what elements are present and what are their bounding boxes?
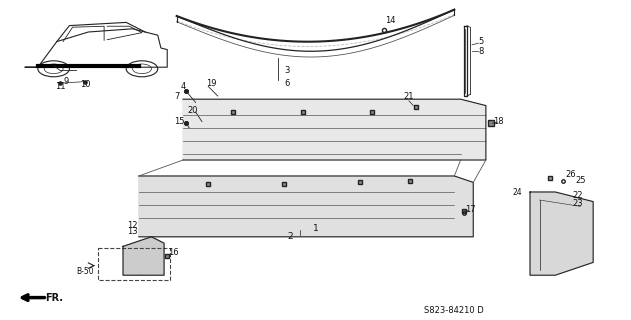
Text: 22: 22: [572, 191, 582, 200]
Text: 18: 18: [493, 117, 504, 126]
Polygon shape: [123, 237, 164, 275]
Text: FR.: FR.: [45, 292, 62, 303]
Text: 24: 24: [512, 188, 522, 196]
Text: 3: 3: [285, 66, 290, 75]
Text: 17: 17: [465, 205, 475, 214]
Polygon shape: [530, 192, 593, 275]
Text: 10: 10: [80, 80, 90, 89]
Text: 26: 26: [566, 170, 576, 179]
Text: 20: 20: [187, 106, 198, 115]
Text: 21: 21: [404, 92, 414, 100]
Text: 2: 2: [288, 232, 293, 241]
Text: 16: 16: [168, 248, 179, 257]
Polygon shape: [183, 99, 486, 160]
Text: 8: 8: [478, 47, 483, 56]
Text: 11: 11: [55, 82, 65, 91]
Text: 7: 7: [174, 92, 179, 100]
Text: 6: 6: [285, 79, 290, 88]
Text: 14: 14: [385, 16, 395, 25]
Text: 9: 9: [64, 77, 69, 86]
Text: B-50: B-50: [76, 268, 93, 276]
Text: 13: 13: [127, 228, 138, 236]
Text: 1: 1: [312, 224, 319, 233]
Polygon shape: [139, 176, 473, 237]
Text: 19: 19: [206, 79, 216, 88]
Text: 12: 12: [127, 221, 138, 230]
Text: 23: 23: [572, 199, 582, 208]
Text: 25: 25: [575, 176, 586, 185]
Text: 5: 5: [478, 37, 483, 46]
Text: 15: 15: [175, 117, 185, 126]
Text: S823-84210 D: S823-84210 D: [425, 306, 484, 315]
Text: 4: 4: [180, 82, 186, 91]
